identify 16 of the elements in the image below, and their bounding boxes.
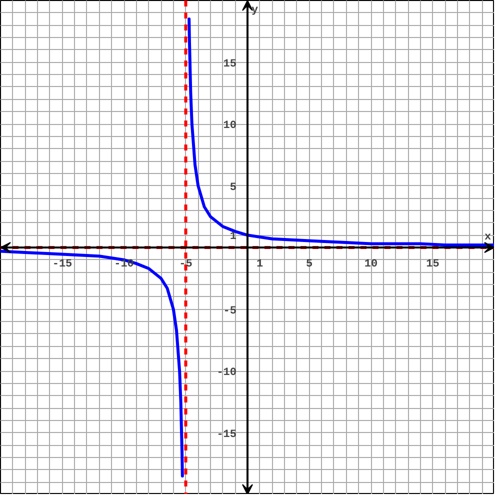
x-tick-label: 10 <box>364 258 378 270</box>
x-axis-title: x <box>484 232 492 244</box>
y-tick-label: 5 <box>230 182 237 194</box>
y-tick-label: 15 <box>223 58 237 70</box>
x-tick-label: 1 <box>256 258 264 270</box>
x-tick-label: -5 <box>179 258 193 270</box>
x-tick-label: 5 <box>306 258 313 270</box>
x-tick-label: -10 <box>114 258 134 270</box>
y-tick-label: -15 <box>216 428 237 441</box>
y-tick-label: 10 <box>223 120 236 132</box>
x-tick-label: -15 <box>52 258 73 270</box>
y-tick-label: 1 <box>230 231 237 244</box>
x-tick-label: 15 <box>426 258 440 270</box>
y-axis-title: y <box>252 4 258 16</box>
y-tick-label: -5 <box>223 305 237 318</box>
y-tick-label: -10 <box>216 367 237 379</box>
